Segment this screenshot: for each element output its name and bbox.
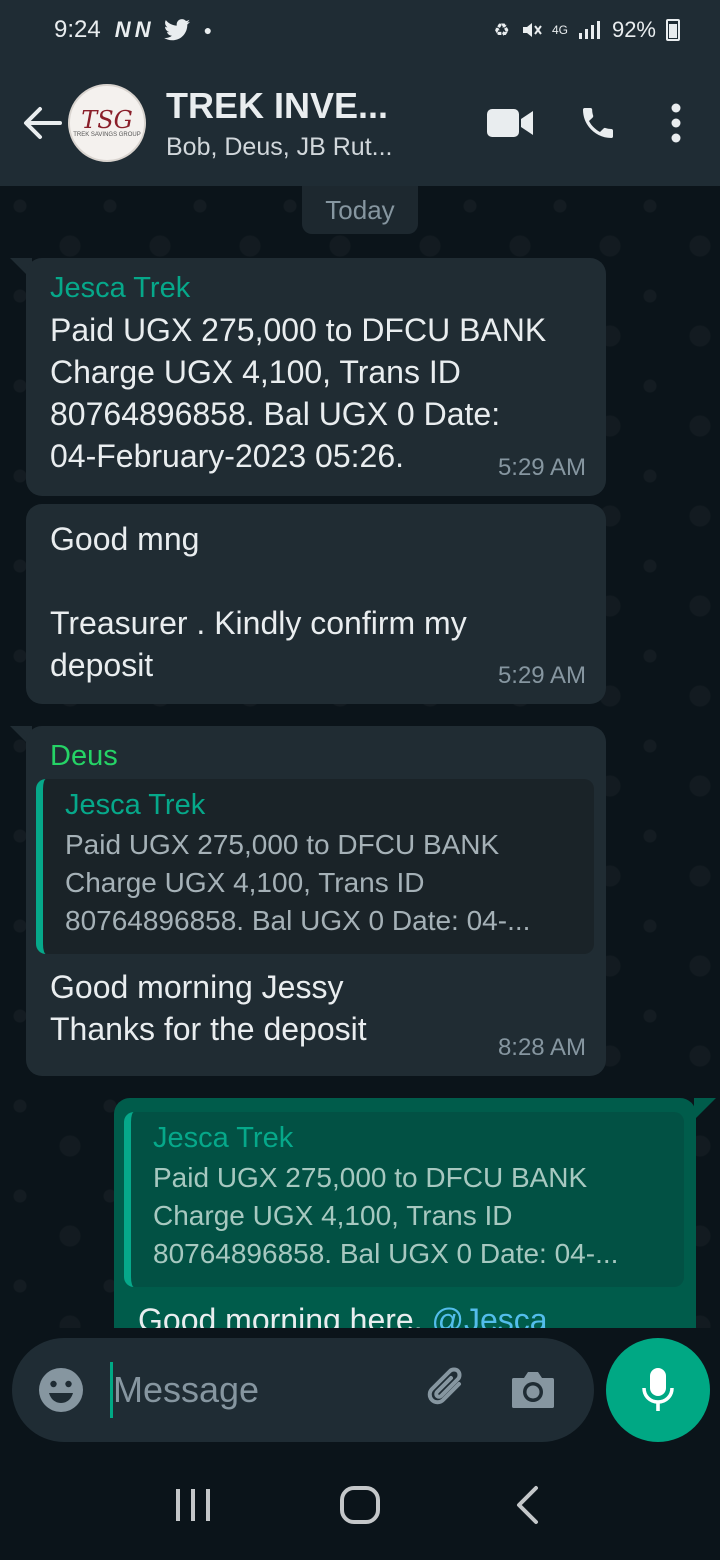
more-options-button[interactable] (646, 83, 706, 163)
quoted-message[interactable]: Jesca Trek Paid UGX 275,000 to DFCU BANK… (124, 1112, 684, 1287)
home-icon (339, 1486, 380, 1524)
message-bubble[interactable]: Deus Jesca Trek Paid UGX 275,000 to DFCU… (26, 726, 606, 1076)
message-input-container[interactable] (12, 1338, 594, 1442)
network-type-icon: 4G (551, 23, 568, 37)
recent-apps-icon (176, 1489, 211, 1521)
camera-button[interactable] (493, 1350, 573, 1430)
voice-call-button[interactable] (558, 83, 638, 163)
back-arrow-icon[interactable] (10, 91, 74, 155)
chevron-left-icon (516, 1486, 538, 1524)
home-button[interactable] (315, 1460, 405, 1550)
voice-message-button[interactable] (606, 1338, 710, 1442)
network-notification-icon: N N (114, 17, 151, 42)
phone-icon (583, 108, 613, 138)
group-name: TREK INVE... (166, 84, 389, 126)
message-bubble[interactable]: Jesca Trek Paid UGX 275,000 to DFCU BANK… (26, 258, 606, 496)
attach-button[interactable] (409, 1350, 489, 1430)
battery-percentage: 92% (611, 17, 656, 42)
battery-icon (666, 19, 680, 41)
message-text: Paid UGX 275,000 to DFCU BANK Charge UGX… (50, 312, 547, 474)
quoted-text: Paid UGX 275,000 to DFCU BANK Charge UGX… (65, 829, 531, 936)
twitter-icon (163, 19, 190, 41)
system-navigation-bar (0, 1450, 720, 1560)
more-vertical-icon (671, 103, 681, 143)
message-sender: Deus (50, 740, 118, 772)
status-time: 9:24 (54, 16, 101, 43)
group-participants: Bob, Deus, JB Rut... (166, 132, 393, 161)
message-text: Good morning Jessy Thanks for the deposi… (50, 969, 367, 1047)
message-time: 5:29 AM (497, 454, 586, 481)
paperclip-icon (427, 1367, 462, 1405)
message-text: Good mng Treasurer . Kindly confirm my d… (50, 521, 467, 683)
message-bubble[interactable]: Good mng Treasurer . Kindly confirm my d… (26, 504, 606, 704)
message-time: 5:29 AM (497, 662, 586, 689)
video-call-button[interactable] (470, 83, 550, 163)
microphone-icon (642, 1368, 674, 1411)
avatar-logo-initials: TSG (81, 105, 133, 134)
signal-icon (578, 21, 600, 39)
avatar-logo-subtext: TREK SAVINGS GROUP (73, 131, 141, 138)
video-camera-icon (487, 109, 533, 137)
camera-icon (512, 1372, 554, 1408)
recent-apps-button[interactable] (148, 1460, 238, 1550)
emoji-button[interactable] (16, 1345, 106, 1435)
quoted-sender: Jesca Trek (153, 1122, 294, 1154)
bubble-tail (694, 1098, 716, 1120)
status-bar: 9:24 N N ● ♻ 4G 92% (0, 0, 720, 60)
message-time: 8:28 AM (497, 1034, 586, 1061)
date-separator: Today (302, 186, 418, 234)
group-avatar[interactable]: TSG TREK SAVINGS GROUP (68, 84, 146, 162)
emoji-icon (39, 1368, 83, 1412)
notification-dot-icon: ● (203, 22, 213, 38)
chat-messages[interactable]: Today Jesca Trek Paid UGX 275,000 to DFC… (0, 186, 720, 1328)
text-cursor (110, 1362, 113, 1418)
message-input[interactable] (113, 1369, 403, 1411)
group-info[interactable]: TREK INVE... Bob, Deus, JB Rut... (166, 85, 426, 162)
quoted-sender: Jesca Trek (65, 789, 206, 821)
mute-icon (522, 23, 542, 37)
message-composer (0, 1328, 720, 1450)
chat-header: TSG TREK SAVINGS GROUP TREK INVE... Bob,… (0, 60, 720, 186)
quoted-text: Paid UGX 275,000 to DFCU BANK Charge UGX… (153, 1162, 619, 1269)
back-button[interactable] (482, 1460, 572, 1550)
message-text-prefix: Good morning here. (138, 1302, 432, 1328)
quoted-message[interactable]: Jesca Trek Paid UGX 275,000 to DFCU BANK… (36, 779, 594, 954)
message-bubble-outgoing[interactable]: Jesca Trek Paid UGX 275,000 to DFCU BANK… (114, 1098, 696, 1328)
message-sender: Jesca Trek (50, 272, 191, 304)
message-text: Good morning here. @Jesca (138, 1299, 674, 1328)
mention-link[interactable]: @Jesca (431, 1302, 548, 1328)
recycle-icon: ♻ (493, 19, 510, 40)
